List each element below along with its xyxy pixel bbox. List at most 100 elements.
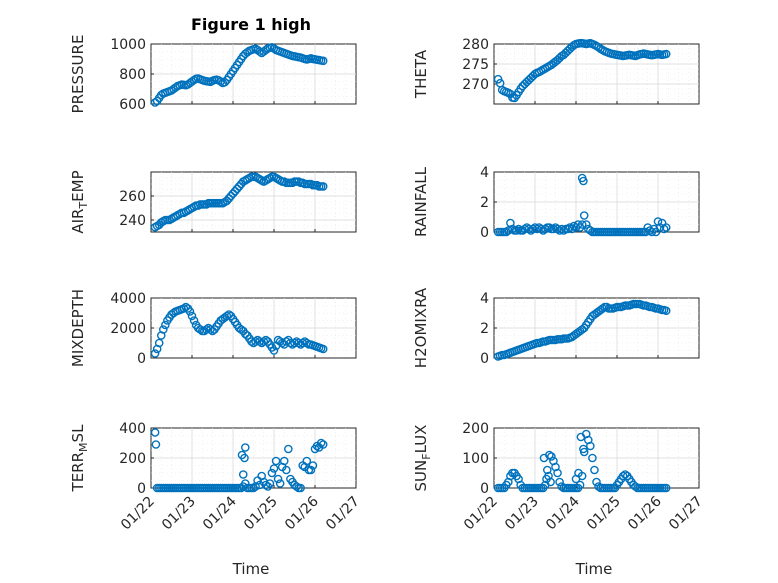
data-point (536, 224, 546, 234)
data-point (579, 211, 589, 220)
data-point (520, 224, 530, 234)
data-point (590, 465, 599, 475)
data-point (158, 325, 168, 334)
data-point (555, 477, 564, 487)
data-point (586, 226, 595, 235)
data-point (154, 338, 164, 348)
data-point (546, 477, 555, 487)
data-point (251, 337, 260, 346)
plot-area (150, 171, 357, 233)
data-point (588, 453, 597, 463)
data-point (571, 474, 581, 484)
data-point (150, 428, 160, 437)
data-point (557, 482, 566, 491)
data-point (290, 338, 299, 348)
data-point (269, 464, 279, 473)
data-point (195, 325, 205, 334)
data-point (512, 226, 521, 235)
data-point (661, 483, 671, 493)
y-tick-label: 0 (137, 481, 146, 497)
figure-title: Figure 1 high (191, 15, 311, 34)
data-point (286, 338, 295, 348)
y-axis-label: H2OMIXRA (412, 287, 430, 368)
data-point (569, 221, 579, 231)
data-point (549, 224, 558, 234)
y-tick-label: 800 (119, 67, 146, 83)
y-tick-label: 100 (462, 451, 489, 467)
data-point (508, 224, 517, 234)
data-point (220, 77, 230, 87)
y-tick-label: 600 (119, 97, 146, 113)
data-point (265, 479, 275, 488)
y-tick-label: 0 (480, 481, 489, 497)
data-point (602, 302, 612, 312)
y-tick-label: 4 (480, 291, 489, 307)
data-point (316, 438, 326, 448)
subplot-4: 0 2 4 RAINFALL (412, 165, 700, 241)
y-tick-label: 260 (119, 189, 146, 205)
data-point (308, 461, 318, 470)
data-point (240, 443, 250, 452)
data-point (661, 49, 671, 59)
y-tick-label: 280 (462, 37, 489, 53)
data-point (261, 480, 271, 490)
data-point (576, 432, 586, 442)
data-point (514, 224, 523, 234)
data-point (298, 338, 308, 348)
y-tick-label: 0 (480, 225, 489, 241)
data-point (302, 456, 312, 466)
data-point (592, 477, 601, 487)
data-point (575, 480, 585, 490)
data-point (641, 227, 651, 237)
y-axis-label: TERRMSL (69, 424, 90, 493)
data-point (532, 224, 542, 234)
data-point (240, 453, 249, 463)
y-axis-label: RAINFALL (412, 166, 430, 237)
data-point (555, 226, 564, 235)
data-point (318, 440, 328, 449)
data-point (661, 306, 671, 316)
data-point (151, 440, 161, 449)
y-tick-label: 0 (480, 351, 489, 367)
y-tick-label: 2 (480, 195, 489, 211)
y-tick-label: 4000 (110, 291, 146, 307)
data-point (659, 224, 669, 234)
y-tick-label: 2 (480, 321, 489, 337)
y-tick-label: 400 (119, 421, 146, 437)
data-point (281, 465, 291, 475)
subplot-6: 0 2 4 H2OMIXRA (412, 287, 700, 368)
data-point (598, 304, 607, 313)
y-axis-label: MIXDEPTH (69, 289, 87, 367)
data-point (540, 224, 550, 234)
data-point (185, 307, 195, 316)
data-point (530, 223, 540, 232)
data-point (594, 482, 603, 491)
data-point (661, 223, 671, 232)
data-point (581, 220, 591, 229)
data-point (161, 320, 170, 330)
data-point (631, 482, 640, 491)
data-point (318, 344, 328, 354)
data-point (553, 468, 562, 478)
y-axis-label: AIRTEMP (69, 170, 90, 233)
data-point (150, 349, 160, 358)
data-point (255, 337, 264, 346)
data-point (539, 453, 549, 463)
data-point (296, 483, 305, 493)
data-point (565, 223, 575, 232)
data-point (273, 474, 283, 484)
y-tick-label: 240 (119, 213, 146, 229)
data-point (292, 482, 301, 491)
data-point (189, 316, 199, 325)
subplot-5: 0 2000 4000 MIXDEPTH (69, 289, 357, 367)
y-tick-label: 200 (119, 451, 146, 467)
data-point (275, 479, 285, 488)
data-point (504, 226, 513, 235)
data-point (318, 56, 328, 66)
data-point (267, 468, 277, 478)
y-tick-label: 4 (480, 165, 489, 181)
data-point (553, 224, 562, 234)
data-point (655, 223, 665, 232)
